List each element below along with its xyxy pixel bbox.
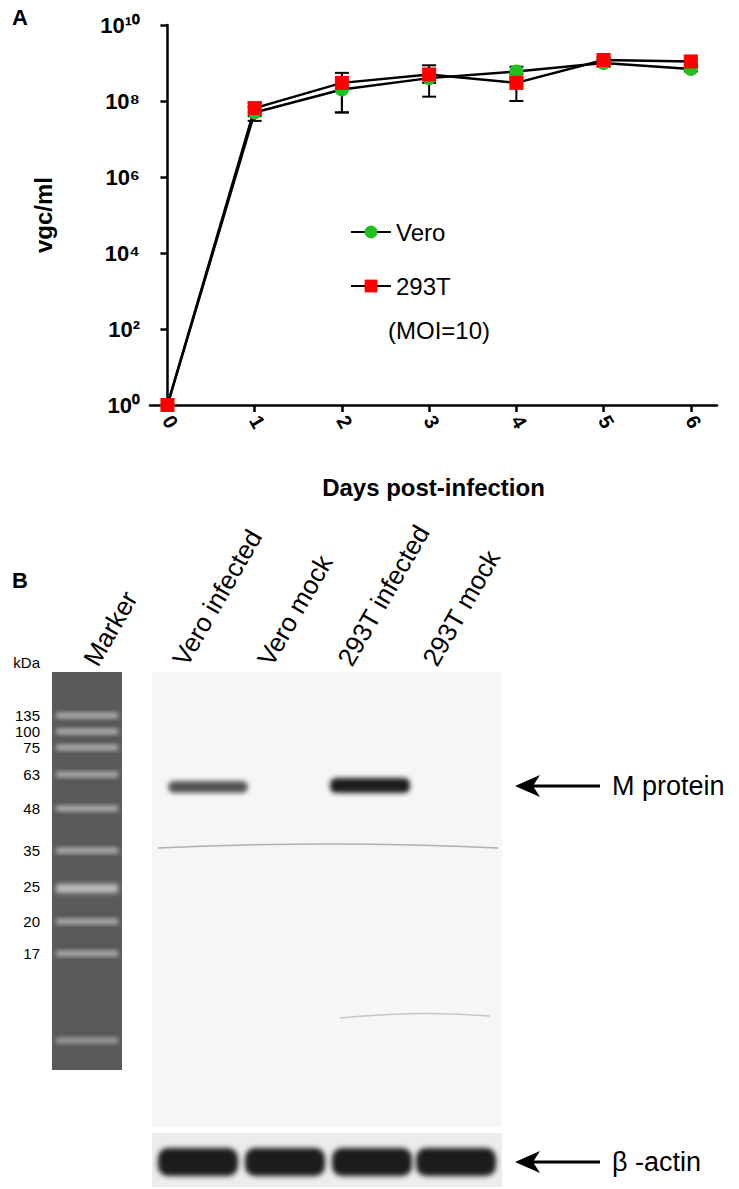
svg-text:3: 3: [420, 411, 445, 432]
svg-text:35: 35: [23, 842, 40, 859]
svg-text:17: 17: [23, 945, 40, 962]
svg-text:Days post-infection: Days post-infection: [322, 474, 545, 501]
svg-text:10⁸: 10⁸: [105, 89, 140, 114]
svg-text:M protein: M protein: [612, 771, 725, 801]
svg-text:10¹⁰: 10¹⁰: [100, 13, 140, 38]
svg-text:10⁶: 10⁶: [105, 165, 140, 190]
svg-text:293T mock: 293T mock: [416, 544, 507, 671]
svg-text:4: 4: [507, 411, 532, 432]
svg-text:5: 5: [594, 411, 619, 432]
svg-text:kDa: kDa: [13, 654, 40, 671]
svg-text:Vero: Vero: [396, 219, 445, 246]
svg-text:10⁰: 10⁰: [108, 393, 140, 418]
svg-text:1: 1: [245, 411, 270, 432]
svg-text:20: 20: [23, 913, 40, 930]
svg-text:100: 100: [15, 723, 40, 740]
svg-text:Marker: Marker: [77, 586, 144, 671]
svg-text:25: 25: [23, 878, 40, 895]
svg-text:B: B: [12, 568, 28, 593]
svg-text:135: 135: [15, 707, 40, 724]
svg-text:(MOI=10): (MOI=10): [388, 317, 490, 344]
svg-text:75: 75: [23, 739, 40, 756]
svg-text:Vero infected: Vero infected: [166, 525, 268, 671]
svg-text:β -actin: β -actin: [612, 1147, 701, 1177]
svg-text:63: 63: [23, 766, 40, 783]
svg-text:48: 48: [23, 800, 40, 817]
svg-text:A: A: [12, 5, 28, 30]
svg-text:2: 2: [332, 411, 357, 432]
svg-text:293T infected: 293T infected: [331, 520, 436, 671]
svg-text:10²: 10²: [108, 317, 140, 342]
svg-text:10⁴: 10⁴: [105, 241, 140, 266]
svg-text:6: 6: [681, 411, 706, 432]
svg-text:vgc/ml: vgc/ml: [30, 177, 57, 253]
svg-text:0: 0: [158, 411, 183, 432]
svg-text:Vero mock: Vero mock: [251, 549, 339, 671]
svg-text:293T: 293T: [396, 273, 451, 300]
